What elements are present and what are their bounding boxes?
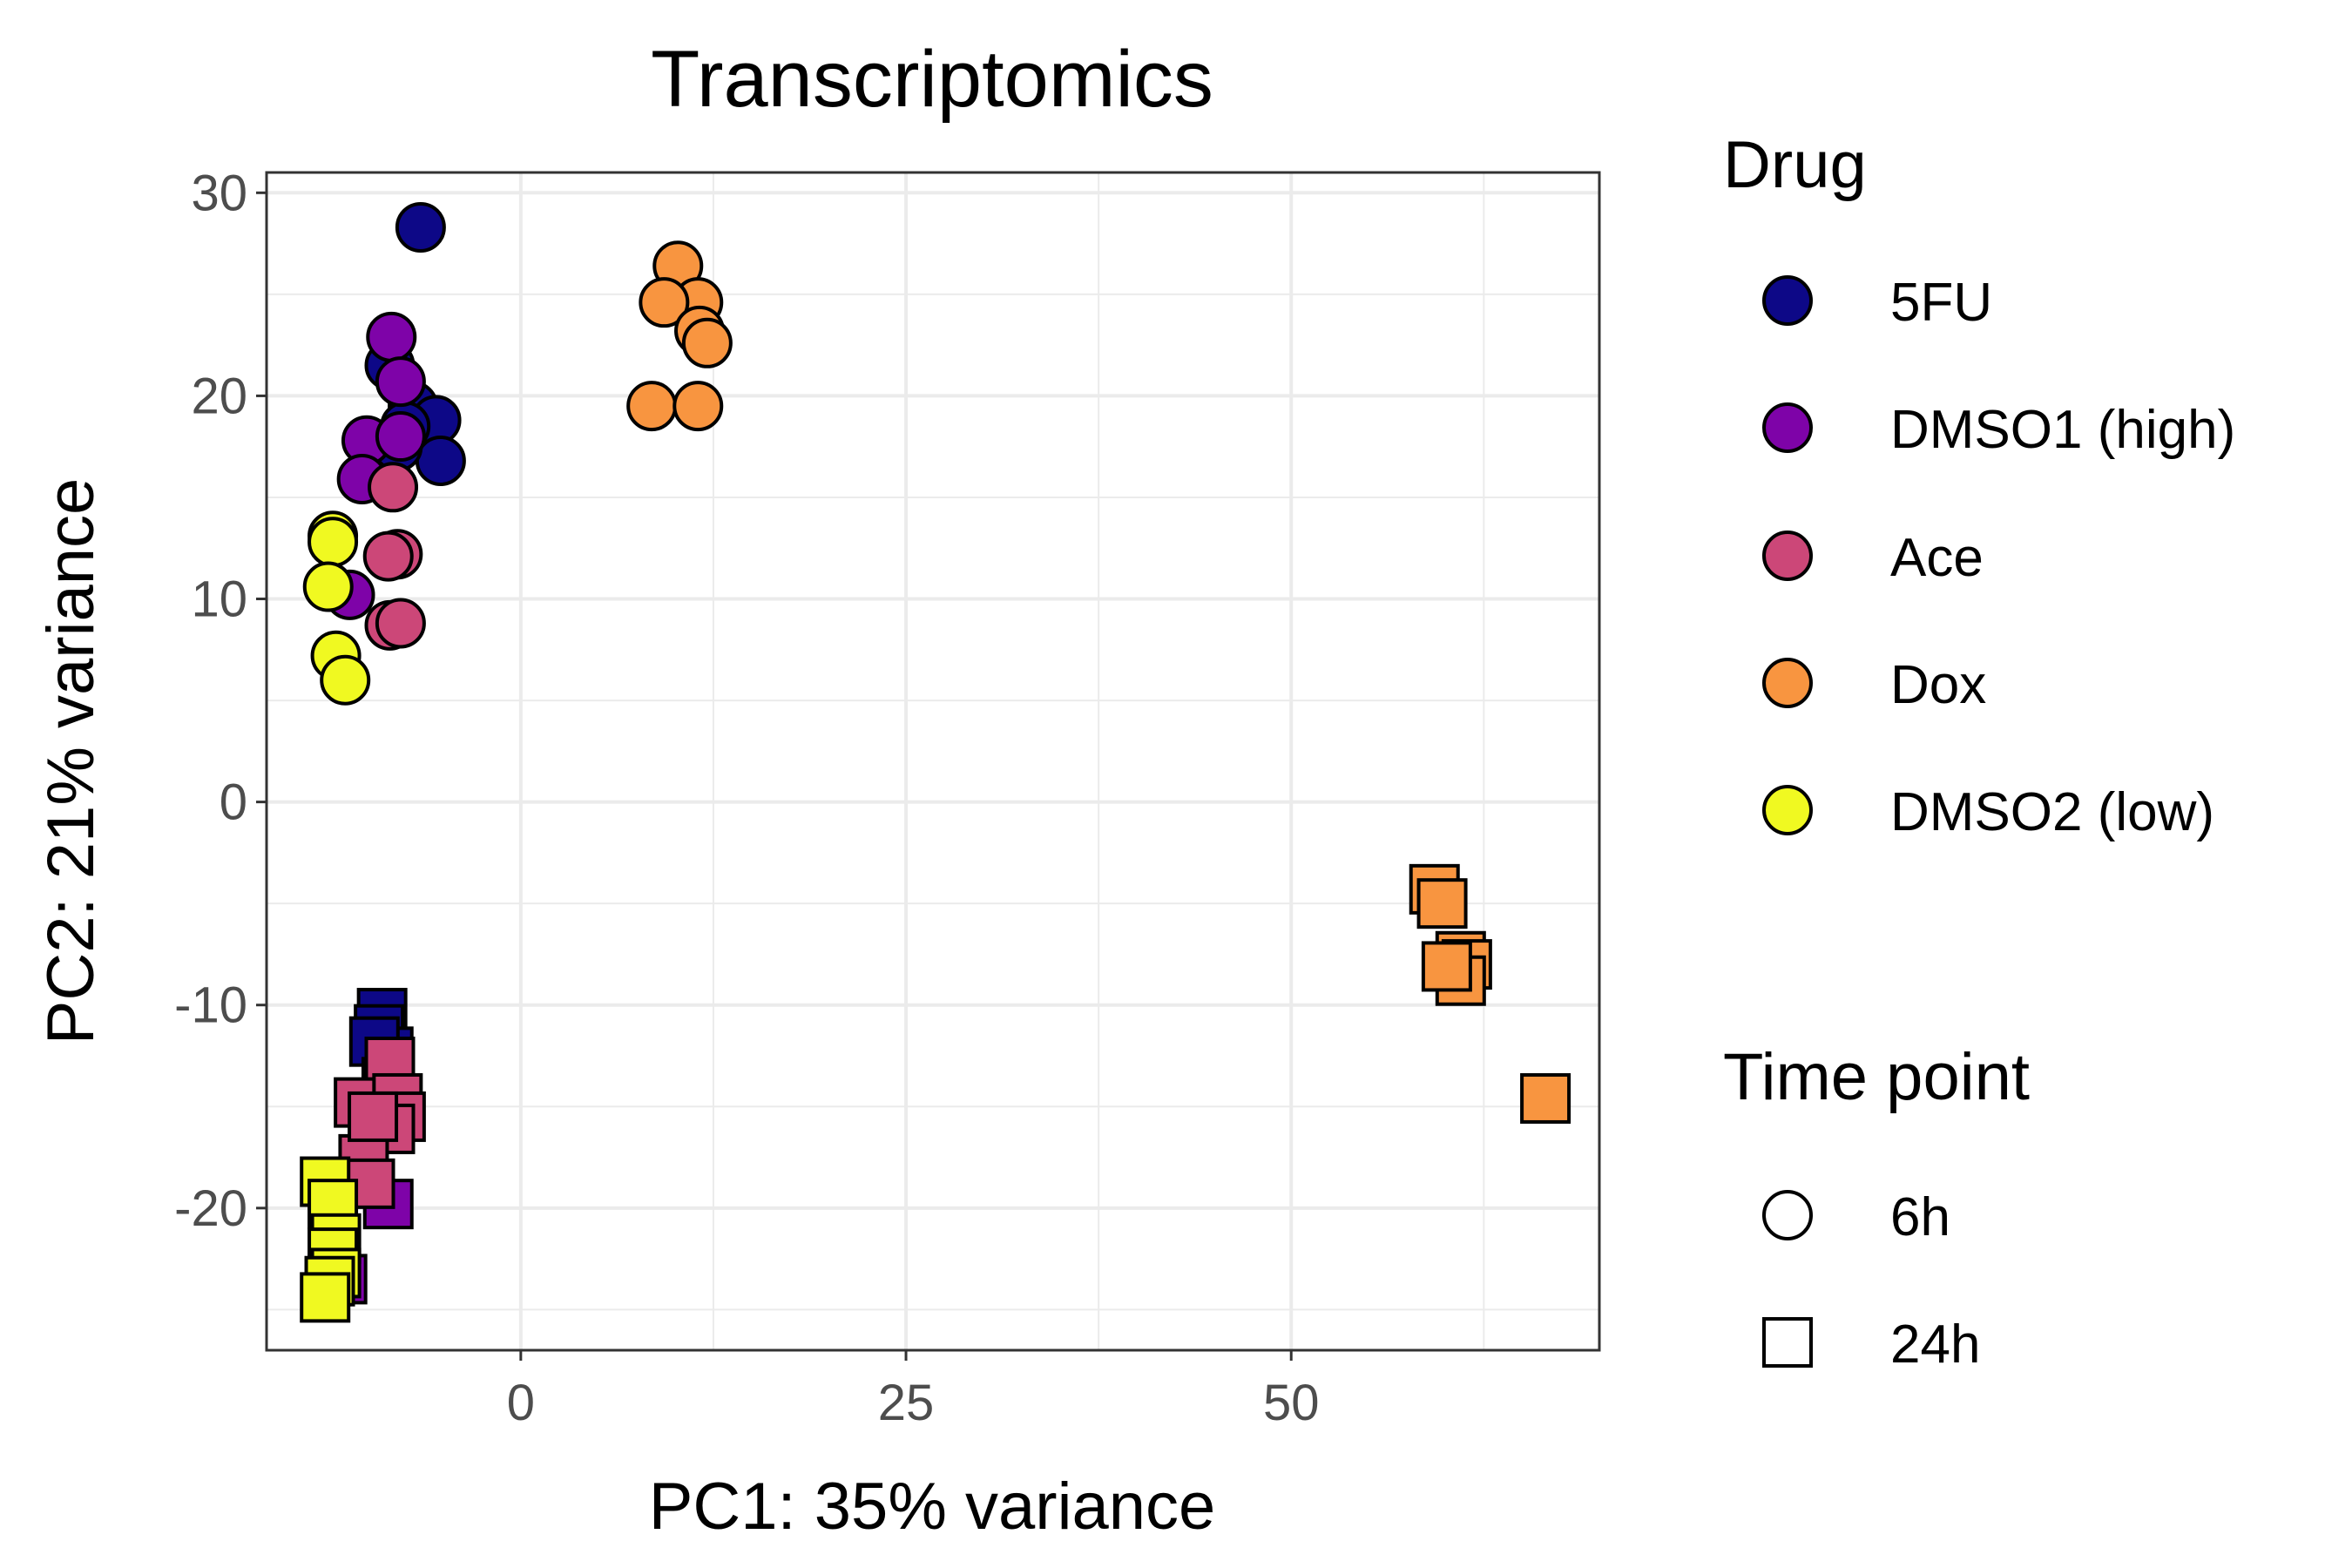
point-dox-6h (672, 381, 724, 432)
point-dmso2-6h (308, 517, 359, 568)
point-ace-6h (368, 462, 419, 513)
time-legend: Time point 6h 24h (1723, 1040, 2030, 1375)
legend-item-dmso2: DMSO2 (low) (1762, 782, 2214, 842)
legend-item-dox: Dox (1762, 655, 1986, 715)
point-dox-6h (626, 381, 678, 432)
y-tick-label: 20 (191, 368, 247, 424)
plot-panel (267, 172, 1599, 1350)
legend-label-dox: Dox (1890, 655, 1986, 715)
legend-key-dox (1762, 658, 1813, 708)
legend-label-dmso2: DMSO2 (low) (1890, 782, 2214, 842)
legend-label-5fu: 5FU (1890, 273, 1992, 333)
x-tick-label: 0 (507, 1375, 535, 1431)
point-dmso2-6h (302, 561, 354, 612)
legend-item-6h: 6h (1762, 1187, 1950, 1247)
point-dox-24h (1416, 878, 1468, 929)
x-tick-label: 25 (878, 1375, 935, 1431)
y-tick-label: -10 (174, 977, 247, 1034)
point-dmso2-6h (320, 654, 371, 706)
drug-legend: Drug 5FU DMSO1 (high) Ace Dox DMSO2 (low… (1723, 128, 2235, 842)
y-tick-label: 30 (191, 165, 247, 221)
point-dox-24h (1520, 1072, 1571, 1124)
legend-label-dmso1: DMSO1 (high) (1890, 400, 2235, 460)
x-axis-title: PC1: 35% variance (649, 1470, 1216, 1544)
legend-label-24h: 24h (1890, 1315, 1980, 1375)
y-tick-label: 10 (191, 571, 247, 628)
plot-panel-border (265, 171, 1601, 1352)
legend-item-dmso1: DMSO1 (high) (1762, 400, 2235, 460)
data-points (300, 201, 1571, 1323)
time-legend-title: Time point (1723, 1040, 2030, 1114)
chart-title: Transcriptomics (651, 35, 1213, 124)
axis-ticks: -20 -10 0 10 20 30 0 25 50 (174, 165, 1319, 1431)
point-dmso1-6h (375, 356, 426, 408)
legend-item-24h: 24h (1762, 1315, 1980, 1375)
x-tick-label: 50 (1263, 1375, 1320, 1431)
point-ace-6h (362, 531, 414, 582)
y-axis-title: PC2: 21% variance (34, 478, 108, 1045)
point-dmso1-6h (366, 311, 417, 362)
point-dox-6h (681, 317, 733, 368)
legend-item-5fu: 5FU (1762, 273, 1992, 333)
legend-item-ace: Ace (1762, 528, 1984, 588)
legend-key-dmso2 (1762, 785, 1813, 835)
y-tick-label: 0 (220, 774, 247, 831)
legend-key-6h (1762, 1190, 1813, 1240)
legend-label-6h: 6h (1890, 1187, 1950, 1247)
legend-label-ace: Ace (1890, 528, 1984, 588)
point-dmso2-24h (300, 1272, 351, 1323)
grid-lines (267, 172, 1599, 1350)
point-ace-6h (375, 598, 426, 649)
point-dmso1-6h (375, 411, 426, 463)
point-dox-6h (639, 277, 690, 328)
point-ace-24h (348, 1091, 399, 1142)
legend-key-24h (1762, 1317, 1813, 1368)
legend-key-dmso1 (1762, 402, 1813, 453)
legend-key-ace (1762, 531, 1813, 581)
point-dox-24h (1421, 941, 1472, 992)
point-5fu-6h (395, 201, 446, 253)
drug-legend-title: Drug (1723, 128, 1867, 202)
y-tick-label: -20 (174, 1180, 247, 1237)
legend-key-5fu (1762, 275, 1813, 326)
